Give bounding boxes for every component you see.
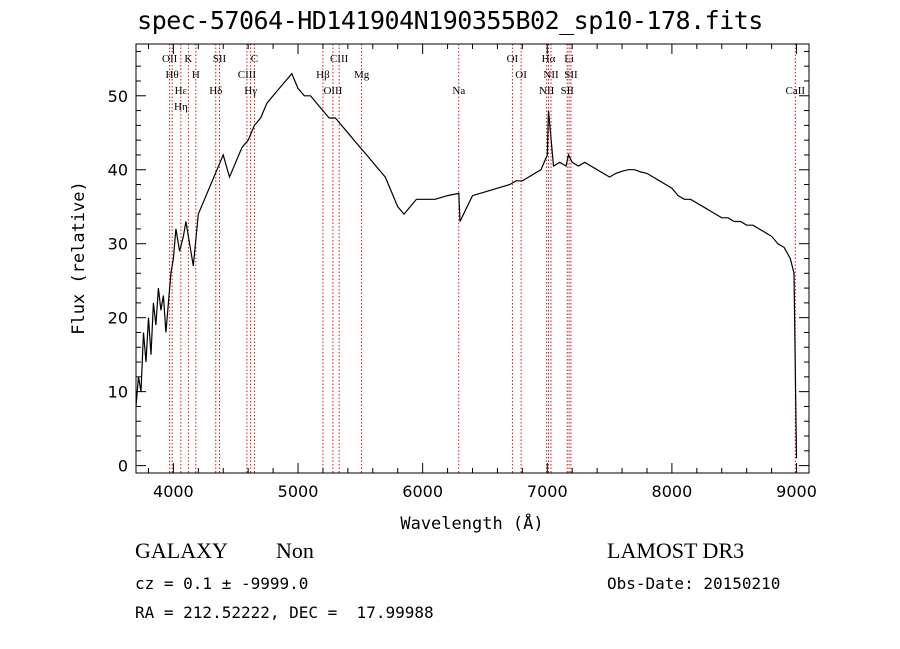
line-markers [169, 44, 796, 473]
marker-label: OI [507, 53, 519, 65]
marker-label: H [192, 69, 200, 81]
marker-label: SII [564, 69, 578, 81]
marker-label: Hα [542, 53, 556, 65]
marker-label: Hβ [316, 69, 330, 81]
series-group [135, 72, 798, 459]
marker-label: CIII [330, 53, 349, 65]
plot-frame [135, 43, 810, 474]
marker-label: NII [539, 85, 555, 97]
marker-label: SII [213, 53, 227, 65]
coordinates: RA = 212.52222, DEC = 17.99988 [135, 603, 434, 622]
marker-label: CIII [238, 69, 257, 81]
marker-label: CaII [786, 85, 806, 97]
survey-label: LAMOST DR3 [607, 538, 745, 563]
marker-label: Li [564, 53, 574, 65]
x-ticks: 4000 5000 6000 7000 8000 9000 [147, 44, 817, 501]
x-axis-label: Wavelength (Å) [400, 512, 543, 534]
marker-label: OII [162, 53, 178, 65]
marker-label: K [184, 53, 192, 65]
marker-label: Na [452, 85, 465, 97]
x-tick-label: 7000 [527, 482, 568, 501]
class-label: GALAXY [135, 538, 228, 563]
y-axis-label: Flux (relative) [69, 181, 89, 335]
marker-label: Hγ [244, 85, 257, 97]
x-tick-label: 5000 [278, 482, 319, 501]
chart-title: spec-57064-HD141904N190355B02_sp10-178.f… [137, 6, 763, 35]
marker-label: Hε [175, 85, 188, 97]
y-ticks: 0 10 20 30 40 50 [108, 50, 809, 476]
marker-labels: OII Hθ Hε Hη KH Hδ SII CIII Hγ C Hβ OIII CIII Mg Na OI O… [162, 53, 805, 113]
y-tick-label: 10 [108, 383, 128, 402]
redshift-line: cz = 0.1 ± -9999.0 [135, 574, 309, 593]
y-tick-label: 30 [108, 235, 128, 254]
y-tick-label: 50 [108, 87, 128, 106]
obs-date: Obs-Date: 20150210 [607, 574, 781, 593]
marker-label: Hθ [166, 69, 179, 81]
marker-label: Mg [354, 69, 370, 81]
x-tick-label: 9000 [776, 482, 817, 501]
x-tick-label: 8000 [652, 482, 693, 501]
marker-label: Hδ [209, 85, 222, 97]
marker-label: Hη [174, 101, 188, 113]
marker-label: OI [515, 69, 527, 81]
y-tick-label: 0 [118, 457, 128, 476]
x-tick-label: 4000 [153, 482, 194, 501]
subclass-label: Non [276, 538, 314, 563]
series-line [135, 72, 798, 459]
marker-label: SII [560, 85, 574, 97]
x-tick-label: 6000 [402, 482, 443, 501]
marker-label: NII [543, 69, 559, 81]
marker-label: OIII [323, 85, 342, 97]
y-tick-label: 20 [108, 309, 128, 328]
y-tick-label: 40 [108, 161, 128, 180]
marker-label: C [251, 53, 258, 65]
